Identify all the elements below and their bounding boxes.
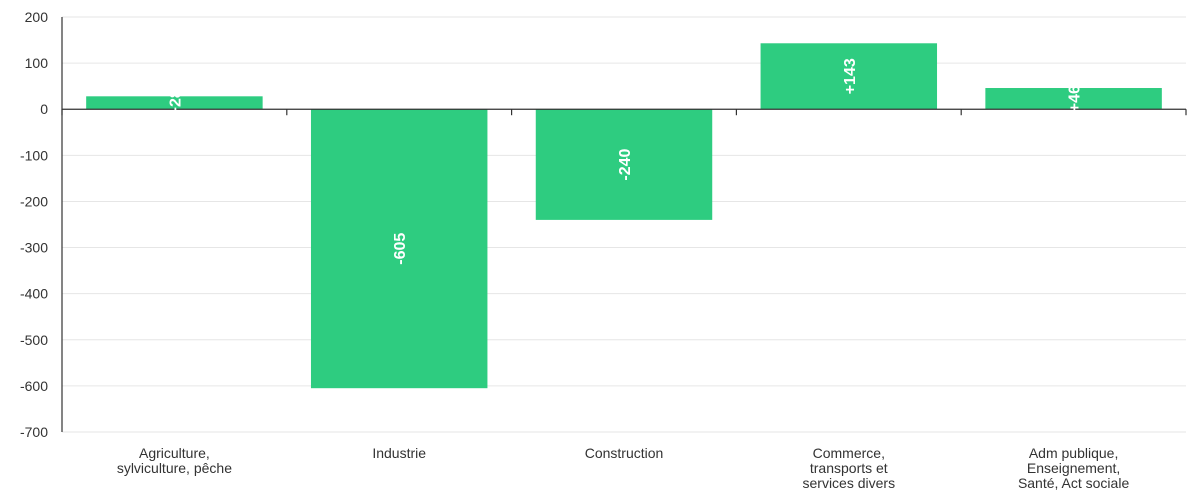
category-label: Adm publique, Enseignement, Santé, Act soc…: [1018, 445, 1130, 491]
y-tick-label: 100: [25, 55, 49, 71]
y-tick-label: -400: [20, 286, 48, 302]
bar: [760, 43, 938, 110]
category-label: Commerce, transports et services divers: [803, 445, 896, 491]
y-tick-label: -300: [20, 240, 48, 256]
data-label: +28: [167, 89, 184, 116]
y-tick-label: -100: [20, 147, 48, 163]
grid-layer: [62, 16, 1186, 433]
data-label: +143: [842, 58, 859, 94]
label-layer: +28 -605 -240 +143 +46: [167, 58, 1083, 265]
bar: [985, 88, 1162, 110]
data-label: +46: [1067, 85, 1084, 112]
y-tick-label: 200: [25, 9, 49, 25]
y-tick-label: 0: [40, 101, 48, 117]
data-label: -240: [617, 148, 634, 180]
data-label: -605: [392, 233, 409, 265]
y-tick-label: -600: [20, 378, 48, 394]
y-tick-label: -700: [20, 424, 48, 440]
y-tick-label: -500: [20, 332, 48, 348]
bar: [535, 109, 713, 220]
y-tick-label: -200: [20, 193, 48, 209]
bar: [86, 96, 263, 110]
category-label: Industrie: [372, 445, 426, 461]
bar: [310, 109, 488, 389]
category-label: Construction: [585, 445, 664, 461]
bar-layer: [86, 43, 1162, 389]
axis-layer: 200 100 0 -100 -200 -300 -400 -500 -600 -700 Agric…: [20, 9, 1187, 491]
category-label: Agriculture, sylviculture, pêche: [117, 445, 232, 476]
